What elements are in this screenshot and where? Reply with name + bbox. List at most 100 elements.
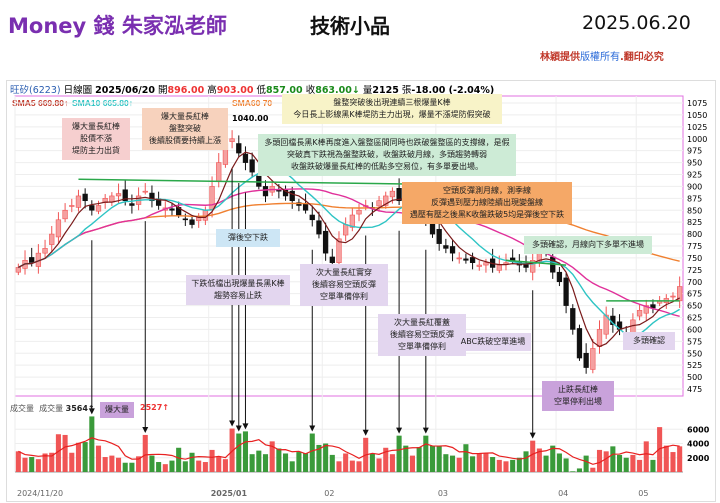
volume-bar [55, 434, 61, 472]
volume-bar [576, 468, 582, 472]
candle-body [443, 245, 449, 249]
candle-body [242, 153, 249, 163]
volume-bar [196, 460, 202, 472]
y-tick-label: 1025 [687, 123, 707, 132]
volume-bar [643, 441, 649, 472]
x-tick-label: 2024/11/20 [17, 489, 63, 498]
volume-bar [323, 443, 329, 472]
candle-body [343, 224, 349, 236]
note-distribution: 爆大量長紅棒 股價不漲 堤防主力出貨 [62, 118, 130, 160]
volume-bar [329, 454, 335, 472]
volume-bar [343, 453, 349, 472]
volume-bar [242, 431, 248, 472]
volume-bar [590, 467, 596, 472]
note-low-volume: 下跌低檔出現爆量長黑K棒 趨勢容易止跌 [186, 275, 290, 305]
note-three-volume: 盤整突破後出現連續三根爆量K棒 今日長上影線黑K棒堤防主力出現，爆量不漲堤防假突破 [282, 94, 502, 124]
note-bull-confirm-1: 多頭確認，月線向下多單不進場 [524, 236, 652, 254]
candle-body [496, 264, 502, 271]
volume-bar [476, 453, 482, 472]
note-breakout: 爆大量長紅棒 盤整突破 後續股價要持續上漲 [142, 108, 228, 150]
arrow-head [422, 427, 429, 434]
candle-body [356, 209, 362, 215]
volume-bar [276, 448, 282, 472]
page-title: Money 錢 朱家泓老師 [8, 14, 227, 38]
candle-body [456, 257, 462, 260]
candle-body [570, 308, 576, 330]
y-tick-label: 875 [687, 194, 702, 203]
y-tick-label: 700 [687, 278, 702, 287]
volume-bar [510, 459, 516, 472]
candle-body [677, 286, 683, 302]
volume-tick-label: 2000 [687, 454, 710, 463]
volume-tick-label: 4000 [687, 440, 710, 449]
volume-legend: 成交量 成交量 3564↑ [10, 403, 95, 414]
candle-body [95, 205, 102, 212]
arrow-head [362, 429, 369, 436]
y-tick-label: 850 [687, 206, 702, 215]
volume-ma-line [18, 437, 680, 465]
copyright: 林穎提供版權所有.翻印必究 [540, 48, 664, 63]
close-value: 863.00↓ [315, 85, 360, 96]
volume-bar [202, 462, 208, 472]
volume-bar [650, 459, 656, 472]
volume-bar [463, 444, 469, 472]
y-tick-label: 625 [687, 314, 702, 323]
candle-body [69, 205, 75, 207]
volume-bar [450, 455, 456, 472]
volume-bar [169, 460, 175, 472]
candle-body [316, 220, 322, 235]
volume-bar [369, 453, 375, 472]
note-rebound-fall: 彈後空下跌 [216, 229, 280, 247]
volume-bar [176, 447, 182, 472]
candle-body [249, 159, 255, 173]
volume-bar [456, 457, 462, 472]
candle-body [469, 257, 476, 263]
candle-body [129, 203, 135, 206]
x-tick-label: 2025/01 [211, 489, 248, 498]
high-value: 903.00 [216, 85, 254, 96]
note-abc: ABC跌破空單進場 [455, 333, 531, 351]
volume-bar [156, 462, 162, 472]
volume-bar [95, 445, 102, 472]
copyright-a: 林穎提供 [540, 52, 580, 63]
volume-bar [630, 454, 636, 472]
x-tick-label: 02 [324, 489, 334, 498]
volume-bar [603, 451, 609, 472]
candle-body [142, 190, 148, 193]
volume-bar [336, 461, 342, 472]
volume-bar [376, 458, 382, 472]
volume-bar [416, 447, 422, 472]
vol-value: 2125 [372, 85, 399, 96]
candle-body [182, 218, 188, 221]
candle-body [523, 262, 529, 268]
candle-body [189, 219, 195, 225]
volume-bar [396, 435, 402, 472]
volume-label: 成交量 [10, 404, 34, 413]
volume-bar [530, 440, 536, 472]
volume-bar [182, 461, 188, 472]
y-tick-label: 525 [687, 361, 702, 370]
low-label: 低 [256, 85, 266, 96]
candle-body [169, 208, 175, 211]
candle-body [590, 348, 596, 370]
y-tick-label: 1075 [687, 99, 707, 108]
candle-body [643, 305, 649, 314]
y-tick-label: 500 [687, 373, 702, 382]
stock-name[interactable]: 旺矽(6223) [10, 85, 61, 96]
trend-line [505, 259, 567, 266]
arrow-head [235, 425, 242, 432]
volume-tick-label: 6000 [687, 425, 710, 434]
high-label: 高 [207, 85, 217, 96]
quote-date: 2025/06/20 [95, 85, 155, 96]
volume-bar [637, 459, 643, 472]
candle-body [396, 188, 402, 202]
candle-body [49, 233, 55, 245]
volume-bar [269, 441, 275, 472]
volume-bar [49, 452, 55, 472]
open-value: 896.00 [167, 85, 205, 96]
support-trend-line [78, 178, 406, 185]
y-tick-label: 1050 [687, 111, 707, 120]
candle-body [282, 189, 289, 197]
x-tick-label: 05 [638, 489, 648, 498]
volume-bar [69, 452, 75, 472]
